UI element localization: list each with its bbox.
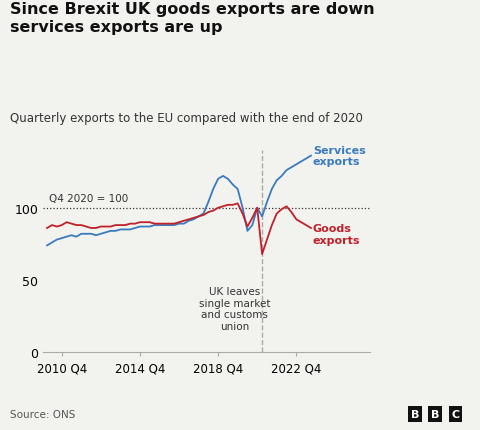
Text: Since Brexit UK goods exports are down
services exports are up: Since Brexit UK goods exports are down s… [10, 2, 374, 35]
Text: C: C [452, 409, 459, 419]
Text: Q4 2020 = 100: Q4 2020 = 100 [49, 194, 128, 204]
Text: Goods
exports: Goods exports [313, 224, 360, 245]
Text: Source: ONS: Source: ONS [10, 409, 75, 419]
Text: Quarterly exports to the EU compared with the end of 2020: Quarterly exports to the EU compared wit… [10, 112, 362, 125]
Text: B: B [411, 409, 420, 419]
Text: B: B [431, 409, 440, 419]
Text: UK leaves
single market
and customs
union: UK leaves single market and customs unio… [199, 286, 271, 331]
Text: Services
exports: Services exports [313, 145, 366, 167]
